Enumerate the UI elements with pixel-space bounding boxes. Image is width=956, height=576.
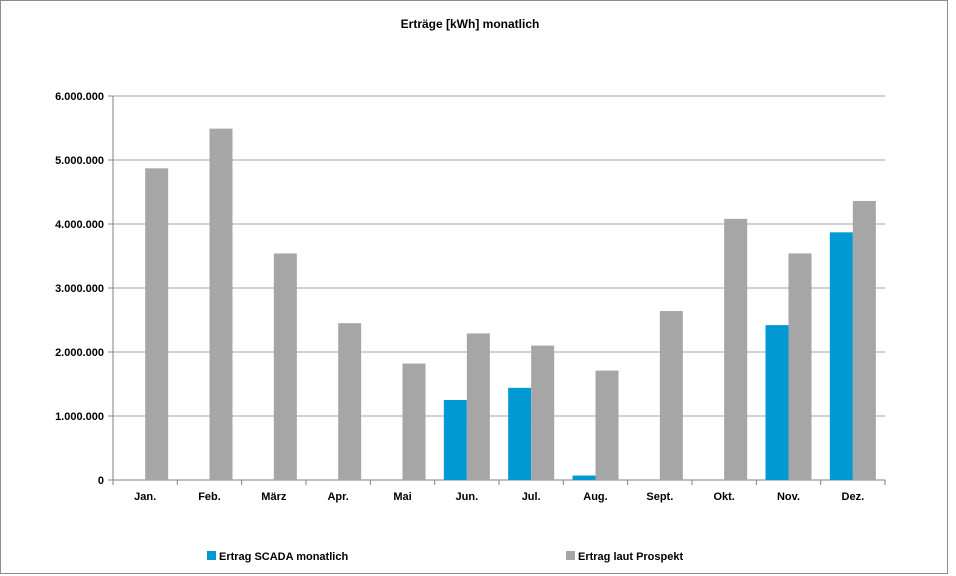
x-tick-label: Okt. [713,491,734,503]
y-tick-label: 2.000.000 [55,347,104,359]
legend: Ertrag SCADA monatlich Ertrag laut Prospe… [207,551,683,563]
bar-scada-11 [765,325,789,480]
y-tick-label: 5.000.000 [55,155,104,167]
y-tick-label: 0 [98,475,104,487]
x-tick-label: Dez. [842,491,865,503]
x-tick-label: Feb. [198,491,221,503]
legend-swatch [566,551,575,560]
y-tick-label: 6.000.000 [55,91,104,103]
bar-prospekt-11 [788,253,812,480]
legend-label: Ertrag laut Prospekt [578,551,683,563]
x-tick-label: Apr. [327,491,348,503]
axes [108,95,886,485]
y-tick-label: 1.000.000 [55,411,104,423]
bars [145,128,876,480]
bar-scada-12 [829,232,853,480]
y-tick-label: 3.000.000 [55,283,104,295]
x-tick-label: März [261,491,287,503]
bar-prospekt-12 [852,200,876,480]
bar-prospekt-9 [659,311,683,480]
x-tick-label: Mai [393,491,411,503]
y-tick-label: 4.000.000 [55,219,104,231]
x-tick-label: Jan. [134,491,156,503]
legend-swatch [207,551,216,560]
x-tick-label: Jun. [456,491,479,503]
bar-scada-7 [508,387,532,480]
chart-title: Erträge [kWh] monatlich [401,17,540,31]
bar-prospekt-8 [595,370,619,480]
x-tick-label: Jul. [522,491,541,503]
bar-prospekt-10 [724,218,748,480]
x-axis-tick-labels: Jan. Feb. März Apr. Mai Jun. Jul. Aug. Sept. Okt.… [134,491,864,503]
y-axis-tick-labels: 0 1.000.000 2.000.000 3.000.000 4.000.000 5.0… [55,91,104,487]
x-tick-label: Aug. [583,491,607,503]
bar-prospekt-7 [531,345,555,480]
legend-label: Ertrag SCADA monatlich [219,551,348,563]
bar-prospekt-3 [273,253,297,480]
bar-scada-8 [572,475,596,480]
bar-prospekt-6 [466,333,490,480]
gridlines [113,95,885,417]
bar-prospekt-4 [338,323,362,480]
bar-prospekt-1 [145,168,169,480]
bar-prospekt-5 [402,363,426,480]
x-tick-label: Nov. [777,491,800,503]
bar-scada-6 [443,400,467,480]
bar-prospekt-2 [209,128,233,480]
x-tick-label: Sept. [646,491,673,503]
